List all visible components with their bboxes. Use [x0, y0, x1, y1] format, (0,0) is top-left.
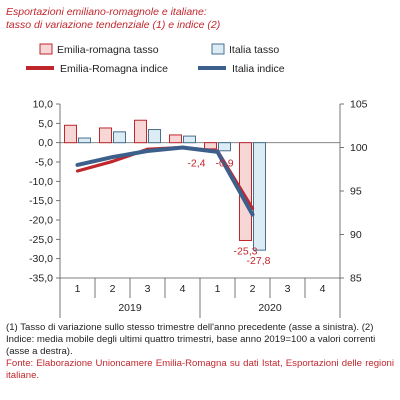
left-axis-tick-label: -5,0 — [35, 157, 53, 169]
footnote: (1) Tasso di variazione sullo stesso tri… — [6, 322, 394, 382]
right-axis-tick-label: 85 — [350, 273, 362, 285]
group-label: 2020 — [258, 302, 282, 314]
left-axis-tick-label: 10,0 — [33, 99, 54, 111]
category-label: 2 — [250, 283, 256, 295]
bar-er-tasso — [99, 127, 112, 144]
chart-title-line-1: Esportazioni emiliano-romagnole e italia… — [6, 6, 207, 18]
bar-it-tasso — [183, 135, 196, 144]
group-label: 2019 — [118, 302, 142, 314]
category-label: 1 — [75, 283, 81, 295]
left-axis-tick-label: 5,0 — [38, 118, 53, 130]
chart-title-line-2: tasso di variazione tendenziale (1) e in… — [6, 19, 221, 31]
left-axis-tick-label: -15,0 — [29, 195, 53, 207]
category-label: 2 — [110, 283, 116, 295]
legend-label: Emilia-romagna tasso — [57, 44, 159, 56]
right-axis-tick-label: 100 — [350, 142, 368, 154]
bar-it-tasso — [113, 131, 126, 144]
data-label: -27,8 — [247, 255, 271, 267]
left-axis-tick-label: -30,0 — [29, 253, 53, 265]
left-axis-tick-label: 0,0 — [38, 137, 53, 149]
bar-it-tasso — [148, 129, 161, 144]
legend-label: Italia indice — [232, 63, 285, 75]
legend-label: Italia tasso — [229, 44, 279, 56]
left-axis-tick-label: -10,0 — [29, 176, 53, 188]
bar-er-tasso — [64, 124, 77, 144]
category-label: 4 — [180, 283, 186, 295]
bar-it-tasso — [78, 137, 91, 144]
left-axis-tick-label: -35,0 — [29, 273, 53, 285]
legend-swatch-er-tasso — [39, 43, 53, 55]
data-label: -2,4 — [187, 158, 205, 170]
legend-label: Emilia-Romagna indice — [60, 63, 168, 75]
chart: Emilia-romagna tasso Italia tasso Emilia-R… — [26, 43, 368, 318]
left-axis-tick-label: -25,0 — [29, 234, 53, 246]
data-label: -25,3 — [234, 245, 258, 257]
category-label: 1 — [215, 283, 221, 295]
left-axis-tick-label: -20,0 — [29, 215, 53, 227]
footnote-note-1: (1) Tasso di variazione sullo stesso tri… — [6, 322, 360, 333]
right-axis-tick-label: 95 — [350, 186, 362, 198]
right-axis-tick-label: 90 — [350, 229, 362, 241]
category-label: 3 — [285, 283, 291, 295]
footnote-note-2: (2) Indice: media mobile degli ultimi qu… — [6, 322, 376, 357]
line-er-indice — [75, 145, 255, 210]
bar-er-tasso — [134, 119, 147, 144]
bar-it-tasso — [218, 142, 231, 152]
line-it-indice — [75, 145, 255, 217]
legend-swatch-it-tasso — [211, 43, 225, 55]
category-label: 3 — [145, 283, 151, 295]
data-label: -0,9 — [216, 158, 234, 170]
footnote-source: Fonte: Elaborazione Unioncamere Emilia-R… — [6, 358, 394, 381]
chart-title: Esportazioni emiliano-romagnole e italia… — [6, 6, 306, 32]
bar-er-tasso — [204, 142, 217, 150]
bar-er-tasso — [169, 134, 182, 144]
category-label: 4 — [320, 283, 326, 295]
right-axis-tick-label: 105 — [350, 99, 368, 111]
bar-it-tasso — [253, 142, 266, 251]
